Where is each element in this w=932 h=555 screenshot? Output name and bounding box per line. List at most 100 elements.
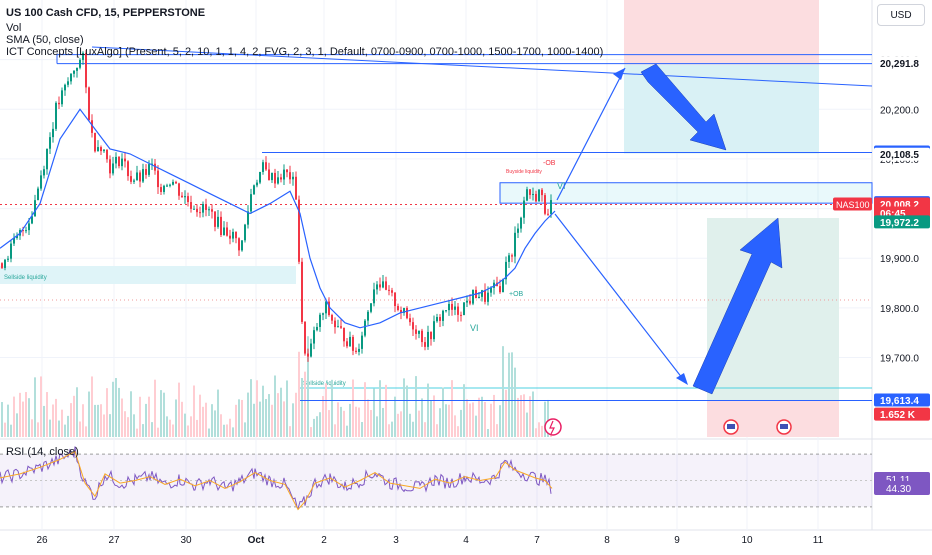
volume-bar: [34, 377, 36, 437]
candle-body: [166, 185, 168, 187]
price-label-bg: [874, 215, 930, 229]
volume-bar: [235, 404, 237, 437]
candle-body: [70, 73, 72, 82]
volume-bar: [151, 422, 153, 437]
candle-body: [292, 176, 294, 180]
candle-body: [184, 196, 186, 198]
volume-bar: [52, 404, 54, 437]
volume-bar: [394, 396, 396, 437]
volume-bar: [358, 407, 360, 437]
price-label-bg: [874, 56, 930, 70]
volume-bar: [451, 380, 453, 437]
candle-body: [169, 184, 171, 186]
volume-legend: Vol: [6, 22, 22, 34]
x-tick-label: 7: [534, 535, 540, 546]
candle-body: [208, 209, 210, 211]
volume-bar: [163, 392, 165, 437]
candle-body: [148, 164, 150, 175]
candle-body: [46, 148, 48, 170]
candle-body: [478, 296, 480, 299]
symbol-tag-bg: [833, 197, 872, 211]
volume-bar: [490, 403, 492, 437]
price-label-bg: [874, 407, 930, 421]
volume-bar: [49, 419, 51, 437]
candle-body: [160, 187, 162, 192]
candle-body: [526, 189, 528, 201]
volume-bar: [88, 391, 90, 437]
candle-body: [226, 227, 228, 236]
candle-body: [538, 189, 540, 202]
candle-body: [220, 216, 222, 236]
volume-bar: [118, 387, 120, 437]
candle-body: [64, 84, 66, 91]
x-tick-label: 8: [604, 535, 610, 546]
volume-bar: [484, 401, 486, 437]
candle-body: [406, 307, 408, 319]
candle-body: [283, 169, 285, 180]
price-label-text: 06:45: [880, 209, 906, 220]
volume-bar: [103, 414, 105, 437]
volume-bar: [436, 424, 438, 437]
volume-bar: [391, 421, 393, 437]
candle-body: [301, 261, 303, 322]
candle-body: [508, 255, 510, 262]
volume-bar: [76, 387, 78, 437]
candle-body: [265, 162, 267, 170]
candle-body: [307, 353, 309, 357]
candle-body: [187, 196, 189, 203]
candle-body: [517, 228, 519, 233]
candle-body: [436, 317, 438, 322]
volume-bar: [190, 416, 192, 437]
candle-body: [325, 301, 327, 314]
candle-body: [199, 212, 201, 214]
volume-bar: [175, 399, 177, 437]
candle-body: [469, 300, 471, 304]
volume-bar: [97, 404, 99, 437]
candle-body: [505, 261, 507, 280]
sma-legend: SMA (50, close): [6, 34, 84, 46]
price-label-bg: [874, 147, 930, 161]
volume-imbalance-label-top: VI: [557, 181, 566, 191]
volume-bar: [352, 379, 354, 437]
candle-body: [58, 102, 60, 105]
volume-bar: [499, 405, 501, 437]
volume-bar: [40, 376, 42, 437]
x-tick-label: 4: [463, 535, 469, 546]
volume-bar: [448, 404, 450, 437]
candle-body: [37, 188, 39, 201]
dividend-event-icon: [544, 418, 562, 436]
candle-body: [22, 230, 24, 232]
price-label-text: 20,108.5: [880, 150, 919, 161]
candle-body: [310, 343, 312, 357]
currency-button[interactable]: USD: [877, 4, 925, 26]
candle-body: [274, 172, 276, 184]
candle-body: [145, 169, 147, 175]
trend-line: [91, 46, 873, 87]
candle-body: [76, 67, 78, 71]
volume-bar: [328, 410, 330, 437]
volume-bar: [301, 377, 303, 437]
volume-bar: [418, 410, 420, 437]
candle-body: [28, 223, 30, 231]
volume-bar: [412, 421, 414, 437]
volume-bar: [268, 394, 270, 437]
candle-body: [61, 90, 63, 105]
candle-body: [157, 170, 159, 188]
volume-bar: [349, 403, 351, 437]
candle-body: [316, 326, 318, 331]
candle-body: [262, 162, 264, 172]
volume-bar: [538, 422, 540, 437]
candle-body: [472, 289, 474, 304]
volume-bar: [70, 403, 72, 437]
candle-body: [238, 238, 240, 251]
volume-bar: [1, 402, 3, 437]
candle-body: [214, 211, 216, 227]
price-label-text: 20,291.8: [880, 59, 919, 70]
candle-body: [502, 279, 504, 293]
bullish-arrow: [692, 217, 783, 395]
volume-bar: [376, 416, 378, 437]
candle-body: [418, 330, 420, 334]
candle-body: [466, 300, 468, 303]
